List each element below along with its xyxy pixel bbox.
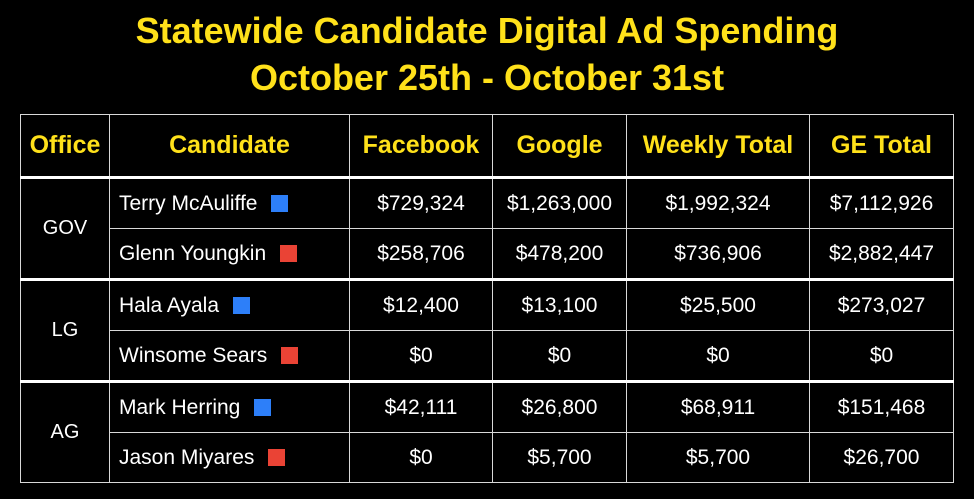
- header-ge-total: GE Total: [809, 114, 954, 178]
- candidate-cell: Mark Herring: [109, 380, 350, 433]
- party-square-icon: [233, 296, 251, 314]
- table-row: GOV Terry McAuliffe $729,324 $1,263,000 …: [20, 176, 954, 280]
- candidate-name: Jason Miyares: [119, 445, 255, 469]
- weekly-total-cell: $1,992,324: [626, 176, 810, 229]
- party-square-icon: [271, 194, 289, 212]
- facebook-cell: $0: [349, 432, 493, 483]
- google-cell: $5,700: [492, 432, 627, 483]
- facebook-cell: $258,706: [349, 228, 493, 280]
- table-row: AG Mark Herring $42,111 $26,800 $68,911 …: [20, 380, 954, 483]
- chart-title: Statewide Candidate Digital Ad Spending: [135, 10, 839, 51]
- google-cell: $478,200: [492, 228, 627, 280]
- table-row: Glenn Youngkin $258,706 $478,200 $736,90…: [21, 228, 954, 280]
- candidate-name: Mark Herring: [119, 395, 241, 419]
- google-cell: $1,263,000: [492, 176, 627, 229]
- party-square-icon: [268, 448, 286, 466]
- google-cell: $13,100: [492, 278, 627, 331]
- chart-subtitle: October 25th - October 31st: [249, 57, 725, 98]
- weekly-total-cell: $68,911: [626, 380, 810, 433]
- ge-total-cell: $26,700: [809, 432, 954, 483]
- candidate-name: Winsome Sears: [119, 343, 268, 367]
- table-row: Jason Miyares $0 $5,700 $5,700 $26,700: [21, 432, 954, 483]
- ge-total-cell: $2,882,447: [809, 228, 954, 280]
- header-weekly-total: Weekly Total: [626, 114, 810, 178]
- candidate-cell: Winsome Sears: [109, 330, 350, 382]
- ge-total-cell: $273,027: [809, 278, 954, 331]
- ge-total-cell: $7,112,926: [809, 176, 954, 229]
- office-cell: LG: [20, 278, 110, 382]
- weekly-total-cell: $5,700: [626, 432, 810, 483]
- candidate-name: Glenn Youngkin: [119, 241, 267, 265]
- weekly-total-cell: $0: [626, 330, 810, 382]
- header-row: Office Candidate Facebook Google Weekly …: [20, 114, 954, 178]
- header-candidate: Candidate: [109, 114, 350, 178]
- table-row: LG Hala Ayala $12,400 $13,100 $25,500 $2…: [20, 278, 954, 382]
- party-square-icon: [281, 346, 299, 364]
- ge-total-cell: $0: [809, 330, 954, 382]
- candidate-cell: Terry McAuliffe: [109, 176, 350, 229]
- candidate-cell: Jason Miyares: [109, 432, 350, 483]
- facebook-cell: $12,400: [349, 278, 493, 331]
- facebook-cell: $0: [349, 330, 493, 382]
- candidate-cell: Hala Ayala: [109, 278, 350, 331]
- candidate-name: Hala Ayala: [119, 293, 220, 317]
- google-cell: $26,800: [492, 380, 627, 433]
- office-cell: AG: [20, 380, 110, 483]
- google-cell: $0: [492, 330, 627, 382]
- facebook-cell: $42,111: [349, 380, 493, 433]
- weekly-total-cell: $736,906: [626, 228, 810, 280]
- ge-total-cell: $151,468: [809, 380, 954, 433]
- weekly-total-cell: $25,500: [626, 278, 810, 331]
- candidate-name: Terry McAuliffe: [119, 191, 258, 215]
- facebook-cell: $729,324: [349, 176, 493, 229]
- party-square-icon: [254, 398, 272, 416]
- candidate-cell: Glenn Youngkin: [109, 228, 350, 280]
- table-row: Winsome Sears $0 $0 $0 $0: [21, 330, 954, 382]
- spending-table: Office Candidate Facebook Google Weekly …: [20, 114, 954, 483]
- office-cell: GOV: [20, 176, 110, 280]
- header-facebook: Facebook: [349, 114, 493, 178]
- party-square-icon: [280, 244, 298, 262]
- header-google: Google: [492, 114, 627, 178]
- header-office: Office: [20, 114, 110, 178]
